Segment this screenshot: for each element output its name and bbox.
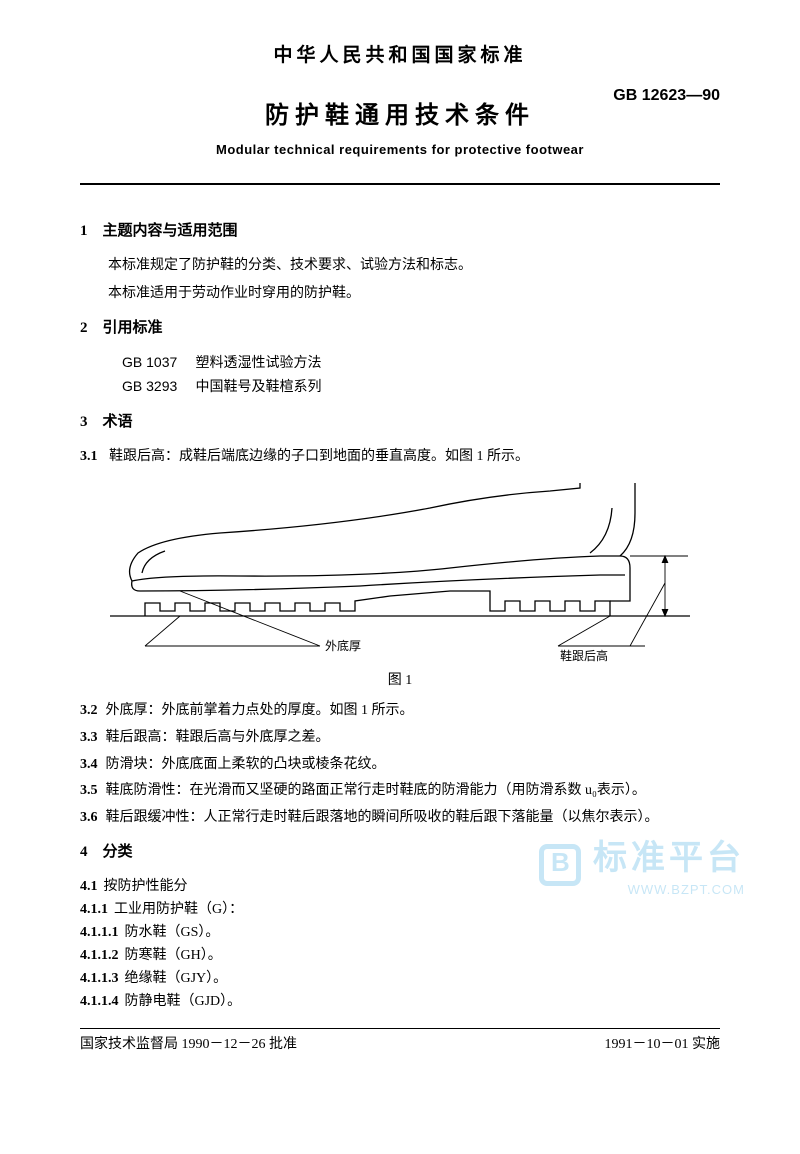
divider-bottom <box>80 1028 720 1029</box>
c4114-num: 4.1.1.4 <box>80 994 119 1009</box>
ref-1-code: GB 1037 <box>122 351 192 375</box>
term-3-5: 3.5 鞋底防滑性：在光滑而又坚硬的路面正常行走时鞋底的防滑能力（用防滑系数 u₀… <box>80 779 720 803</box>
standard-code: GB 12623—90 <box>613 87 720 105</box>
term-3-1: 3.1 鞋跟后高：成鞋后端底边缘的子口到地面的垂直高度。如图 1 所示。 <box>80 445 720 469</box>
ref-1-name: 塑料透湿性试验方法 <box>196 356 322 371</box>
ref-1: GB 1037 塑料透湿性试验方法 <box>122 351 720 376</box>
ref-2-code: GB 3293 <box>122 375 192 399</box>
term-3-4-text: 防滑块：外底底面上柔软的凸块或棱条花纹。 <box>106 757 386 772</box>
term-3-3-num: 3.3 <box>80 730 98 745</box>
fig-label-right: 鞋跟后高 <box>560 648 608 663</box>
c411-text: 工业用防护鞋（G）： <box>114 902 243 917</box>
ref-2-name: 中国鞋号及鞋楦系列 <box>196 380 322 395</box>
c41-num: 4.1 <box>80 879 98 894</box>
term-3-3-text: 鞋后跟高：鞋跟后高与外底厚之差。 <box>106 730 330 745</box>
term-3-2-text: 外底厚：外底前掌着力点处的厚度。如图 1 所示。 <box>106 703 414 718</box>
shoe-diagram-svg: 外底厚 鞋跟后高 <box>90 483 710 663</box>
figure-1: 外底厚 鞋跟后高 图 1 <box>80 483 720 689</box>
c4111-text: 防水鞋（GS）。 <box>125 925 220 940</box>
class-4-1-1-4: 4.1.1.4 防静电鞋（GJD）。 <box>80 990 720 1013</box>
section-2-heading: 2 引用标准 <box>80 316 720 337</box>
term-3-4-num: 3.4 <box>80 757 98 772</box>
ref-2: GB 3293 中国鞋号及鞋楦系列 <box>122 375 720 400</box>
divider-top <box>80 183 720 185</box>
title-row: 防护鞋通用技术条件 GB 12623—90 <box>80 95 720 130</box>
footer-left: 国家技术监督局 1990－12－26 批准 <box>80 1033 297 1053</box>
term-3-6-num: 3.6 <box>80 810 98 825</box>
term-3-2: 3.2 外底厚：外底前掌着力点处的厚度。如图 1 所示。 <box>80 699 720 723</box>
fig-label-left: 外底厚 <box>325 638 361 653</box>
term-3-1-num: 3.1 <box>80 449 98 464</box>
footer-right: 1991－10－01 实施 <box>605 1033 721 1053</box>
figure-1-caption: 图 1 <box>80 669 720 689</box>
c4112-num: 4.1.1.2 <box>80 948 119 963</box>
c4112-text: 防寒鞋（GH）。 <box>125 948 222 963</box>
org-title: 中华人民共和国国家标准 <box>80 40 720 67</box>
section-1-heading: 1 主题内容与适用范围 <box>80 219 720 240</box>
term-3-1-text: 鞋跟后高：成鞋后端底边缘的子口到地面的垂直高度。如图 1 所示。 <box>109 449 529 464</box>
section-3-heading: 3 术语 <box>80 410 720 431</box>
term-3-2-num: 3.2 <box>80 703 98 718</box>
c41-text: 按防护性能分 <box>104 879 188 894</box>
class-4-1: 4.1 按防护性能分 <box>80 875 720 898</box>
term-3-6-text: 鞋后跟缓冲性：人正常行走时鞋后跟落地的瞬间所吸收的鞋后跟下落能量（以焦尔表示）。 <box>106 810 659 825</box>
subtitle-en: Modular technical requirements for prote… <box>80 142 720 157</box>
c411-num: 4.1.1 <box>80 902 108 917</box>
class-4-1-1-1: 4.1.1.1 防水鞋（GS）。 <box>80 921 720 944</box>
s1-p2: 本标准适用于劳动作业时穿用的防护鞋。 <box>80 282 720 306</box>
class-4-1-1-3: 4.1.1.3 绝缘鞋（GJY）。 <box>80 967 720 990</box>
term-3-5-text: 鞋底防滑性：在光滑而又坚硬的路面正常行走时鞋底的防滑能力（用防滑系数 u₀表示）… <box>106 783 646 798</box>
footer: 国家技术监督局 1990－12－26 批准 1991－10－01 实施 <box>80 1033 720 1053</box>
term-3-3: 3.3 鞋后跟高：鞋跟后高与外底厚之差。 <box>80 726 720 750</box>
class-4-1-1: 4.1.1 工业用防护鞋（G）： <box>80 898 720 921</box>
c4113-num: 4.1.1.3 <box>80 971 119 986</box>
term-3-4: 3.4 防滑块：外底底面上柔软的凸块或棱条花纹。 <box>80 753 720 777</box>
term-3-5-num: 3.5 <box>80 783 98 798</box>
c4111-num: 4.1.1.1 <box>80 925 119 940</box>
s1-p1: 本标准规定了防护鞋的分类、技术要求、试验方法和标志。 <box>80 254 720 278</box>
c4113-text: 绝缘鞋（GJY）。 <box>125 971 228 986</box>
class-4-1-1-2: 4.1.1.2 防寒鞋（GH）。 <box>80 944 720 967</box>
c4114-text: 防静电鞋（GJD）。 <box>125 994 242 1009</box>
section-4-heading: 4 分类 <box>80 840 720 861</box>
term-3-6: 3.6 鞋后跟缓冲性：人正常行走时鞋后跟落地的瞬间所吸收的鞋后跟下落能量（以焦尔表… <box>80 806 720 830</box>
